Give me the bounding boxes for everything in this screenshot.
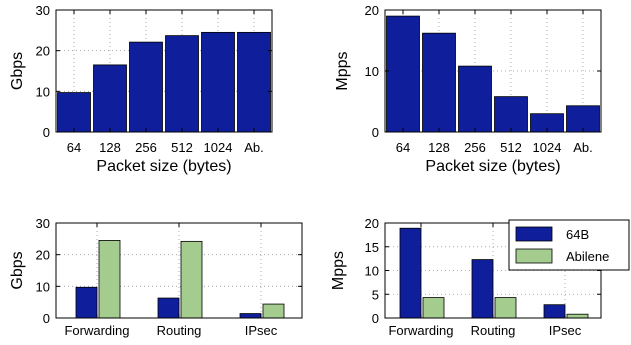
x-tick-label: Routing — [471, 323, 516, 338]
y-tick-label: 0 — [43, 311, 50, 326]
y-tick-label: 10 — [365, 64, 379, 79]
x-tick-label: Routing — [157, 323, 202, 338]
y-tick-label: 30 — [36, 216, 50, 231]
bar-ab — [566, 105, 600, 133]
x-tick-label: 512 — [500, 140, 522, 155]
y-tick-label: 0 — [372, 311, 379, 326]
x-tick-label: 64 — [396, 140, 410, 155]
y-axis-label: Mpps — [330, 251, 347, 290]
plot-frame — [55, 9, 273, 133]
legend-label-abilene: Abilene — [566, 249, 609, 264]
x-tick-label: 256 — [135, 140, 157, 155]
y-tick-label: 20 — [365, 216, 379, 231]
bar-64 — [386, 15, 420, 133]
bar-256 — [458, 65, 492, 133]
chart-panel-1: 0 10 20 30 64 128 256 512 1024 Ab. Gbps Packet size… — [9, 3, 273, 175]
bar-abilene-forwarding — [422, 297, 445, 319]
bar-256 — [129, 41, 163, 133]
y-tick-label: 10 — [365, 264, 379, 279]
x-tick-label: Ab. — [573, 140, 593, 155]
y-tick-label: 20 — [36, 248, 50, 263]
x-tick-label: Forwarding — [64, 323, 129, 338]
bar-abilene-routing — [180, 240, 203, 319]
x-tick-label: 512 — [171, 140, 193, 155]
legend: 64B Abilene — [508, 219, 630, 271]
y-tick-label: 10 — [36, 84, 50, 99]
y-tick-label: 0 — [43, 125, 50, 140]
bar-64 — [57, 92, 91, 133]
bar-512 — [494, 96, 528, 133]
x-tick-label: 64 — [67, 140, 81, 155]
y-tick-label: 20 — [36, 44, 50, 59]
x-tick-label: 128 — [428, 140, 450, 155]
bar-abilene-forwarding — [98, 240, 121, 319]
bar-abilene-ipsec — [566, 313, 589, 319]
chart-panel-3: 0 10 20 30 Forwarding Routing IPsec Gbps — [9, 216, 303, 338]
chart-panel-4: 0 5 10 15 20 Forwarding Routing IPsec Mpps 64B Abi… — [330, 216, 630, 338]
bar-64b-forwarding — [75, 286, 98, 319]
y-tick-label: 30 — [36, 3, 50, 18]
y-axis-label: Gbps — [9, 52, 26, 90]
x-tick-label: IPsec — [549, 323, 582, 338]
bar-ab — [237, 31, 271, 133]
chart-panel-2: 0 10 20 64 128 256 512 1024 Ab. Mpps Packet size (… — [334, 3, 602, 175]
x-tick-label: Ab. — [244, 140, 264, 155]
x-tick-label: 1024 — [533, 140, 562, 155]
bar-512 — [165, 35, 199, 133]
bar-64b-routing — [471, 259, 494, 319]
y-tick-label: 10 — [36, 279, 50, 294]
legend-label-64b: 64B — [566, 227, 589, 242]
bar-1024 — [201, 31, 235, 133]
y-tick-label: 15 — [365, 240, 379, 255]
y-axis-label: Mpps — [334, 51, 351, 90]
legend-swatch-64b — [515, 226, 553, 242]
x-tick-label: IPsec — [245, 323, 278, 338]
bar-abilene-routing — [494, 297, 517, 319]
bar-64b-ipsec — [239, 313, 262, 319]
y-tick-label: 0 — [372, 125, 379, 140]
bar-128 — [93, 64, 127, 133]
bar-abilene-ipsec — [262, 303, 285, 319]
y-axis-label: Gbps — [9, 251, 26, 289]
x-tick-label: Forwarding — [388, 323, 453, 338]
legend-swatch-abilene — [515, 248, 553, 264]
x-axis-label: Packet size (bytes) — [425, 158, 560, 175]
bar-64b-ipsec — [543, 304, 566, 319]
bar-64b-forwarding — [399, 227, 422, 319]
y-tick-label: 5 — [372, 287, 379, 302]
x-tick-label: 1024 — [204, 140, 233, 155]
x-axis-label: Packet size (bytes) — [96, 158, 231, 175]
x-tick-label: 128 — [99, 140, 121, 155]
bar-128 — [422, 32, 456, 133]
y-tick-label: 20 — [365, 3, 379, 18]
x-tick-label: 256 — [464, 140, 486, 155]
bar-64b-routing — [157, 297, 180, 319]
